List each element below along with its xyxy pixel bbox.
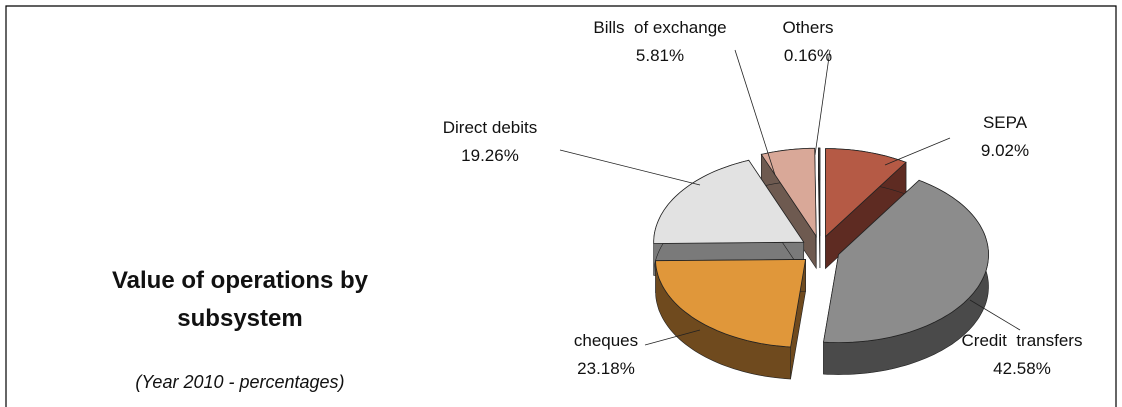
slice-label: cheques bbox=[574, 331, 638, 350]
value-label: 19.26% bbox=[461, 146, 519, 165]
slice bbox=[817, 147, 821, 237]
value-label: 9.02% bbox=[981, 141, 1029, 160]
value-label: 0.16% bbox=[784, 46, 832, 65]
slice bbox=[825, 148, 907, 238]
slice bbox=[760, 147, 817, 238]
slice-label: Bills of exchange bbox=[593, 18, 726, 37]
leader-line bbox=[559, 149, 701, 186]
leader-line bbox=[969, 299, 1021, 331]
slice-label: SEPA bbox=[983, 113, 1028, 132]
value-label: 5.81% bbox=[636, 46, 684, 65]
slice-label: Credit transfers bbox=[962, 331, 1083, 350]
leader-line bbox=[814, 49, 831, 156]
slice-label: Direct debits bbox=[443, 118, 537, 137]
leader-line bbox=[644, 329, 701, 346]
chart-subtitle: (Year 2010 - percentages) bbox=[135, 372, 345, 392]
slice bbox=[823, 179, 989, 344]
slice-label: Others bbox=[782, 18, 833, 37]
chart-title: Value of operations by subsystem bbox=[111, 267, 369, 332]
leader-line bbox=[734, 49, 776, 176]
value-label: 23.18% bbox=[577, 359, 635, 378]
value-label: 42.58% bbox=[993, 359, 1051, 378]
frame bbox=[5, 5, 1117, 407]
slice bbox=[655, 259, 807, 348]
slice bbox=[653, 159, 805, 244]
leader-line bbox=[884, 137, 951, 166]
